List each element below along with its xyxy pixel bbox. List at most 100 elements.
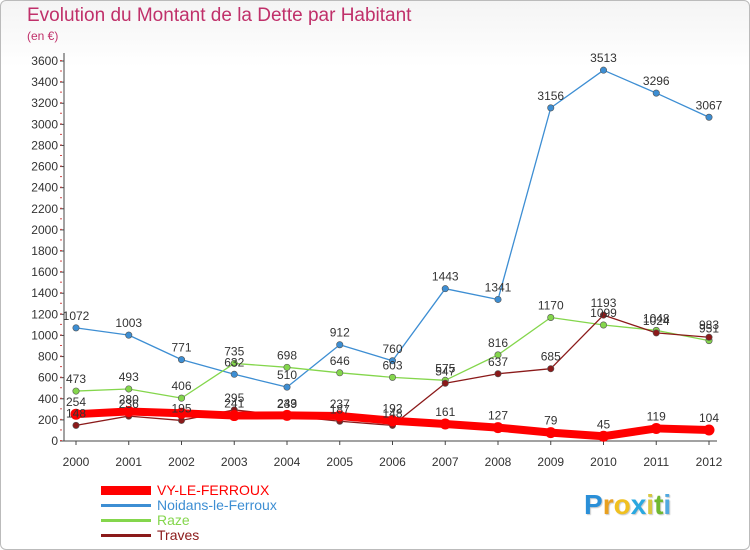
x-tick-label: 2012 [696,455,723,469]
logo-letter: P [584,489,603,520]
chart-title: Evolution du Montant de la Dette par Hab… [27,5,412,26]
y-tick-label: 1600 [31,265,58,279]
data-label: 1341 [485,280,512,294]
data-point [283,383,291,391]
x-tick-label: 2009 [537,455,564,469]
data-label: 771 [171,341,191,355]
data-label: 1193 [591,296,617,310]
y-tick-label: 1800 [31,244,58,258]
data-label: 127 [488,409,508,423]
data-point [228,410,240,422]
legend-swatch [101,519,151,522]
data-point [547,104,555,112]
data-point [598,430,609,442]
legend-label: Raze [157,512,190,528]
data-label: 119 [647,409,666,423]
data-point [334,410,346,422]
y-tick-label: 2000 [31,223,58,237]
data-point [703,424,715,436]
data-point [125,331,133,339]
data-label: 912 [330,326,350,340]
x-tick-label: 2007 [432,455,459,469]
data-label: 816 [488,336,508,350]
data-point [230,370,238,378]
data-point [494,295,502,303]
data-label: 1072 [63,309,90,323]
x-tick-label: 2006 [379,455,406,469]
y-tick-label: 200 [38,413,58,427]
data-point [388,357,396,365]
data-label: 192 [382,402,402,416]
data-point [72,387,80,395]
data-label: 603 [382,358,402,372]
logo-letter: r [602,489,614,520]
data-label: 735 [224,344,244,358]
data-label: 195 [171,401,191,415]
data-point [387,415,398,427]
data-point [599,311,607,319]
data-label: 295 [224,391,244,405]
y-tick-label: 600 [38,371,58,385]
logo-letter: x [630,489,647,520]
x-tick-label: 2008 [485,455,512,469]
data-label: 243 [277,396,297,410]
data-point [178,394,186,402]
data-point [230,359,238,367]
data-point [545,427,557,439]
y-tick-label: 0 [51,434,58,448]
y-tick-label: 400 [38,392,58,406]
data-label: 685 [541,350,561,364]
data-label: 148 [382,406,402,420]
x-tick-label: 2003 [221,455,248,469]
data-point [281,409,293,421]
logo-letter: i [663,489,672,520]
y-tick-label: 3200 [31,96,58,110]
data-point [650,422,662,434]
y-tick-label: 2200 [31,202,58,216]
data-label: 1024 [643,314,670,328]
data-point [547,365,555,373]
data-label: 3156 [537,89,564,103]
data-label: 187 [330,402,350,416]
data-label: 241 [224,397,244,411]
data-point [283,363,291,371]
data-point [72,421,80,429]
y-tick-label: 1400 [31,286,58,300]
x-tick-label: 2000 [63,455,90,469]
x-tick-label: 2011 [643,455,669,469]
proxiti-logo: Proxiti [584,489,671,521]
legend-swatch [101,534,151,537]
data-point [125,385,133,393]
legend-label: Traves [157,527,200,543]
data-label: 983 [699,318,719,332]
data-label: 254 [66,395,86,409]
data-label: 45 [597,417,611,431]
data-label: 632 [224,355,244,369]
y-tick-label: 3600 [31,54,58,68]
y-tick-label: 1200 [31,307,58,321]
data-label: 637 [488,355,508,369]
logo-letter: t [654,489,664,520]
data-label: 1099 [590,306,617,320]
data-point [705,333,713,341]
data-label: 510 [277,368,297,382]
data-label: 698 [277,348,297,362]
data-label: 79 [544,414,558,428]
data-point [176,407,187,419]
data-point [441,285,449,293]
x-tick-label: 2002 [168,455,195,469]
x-tick-label: 2010 [590,455,617,469]
legend-label: Noidans-le-Ferroux [157,497,277,513]
data-label: 104 [699,411,719,425]
data-label: 646 [330,354,350,368]
legend-swatch [101,504,151,507]
data-point [123,405,135,417]
data-point [336,341,344,349]
data-point [441,379,449,387]
data-label: 161 [435,405,455,419]
data-label: 1048 [643,311,670,325]
data-label: 3067 [696,98,723,112]
logo-letter: i [646,489,655,520]
